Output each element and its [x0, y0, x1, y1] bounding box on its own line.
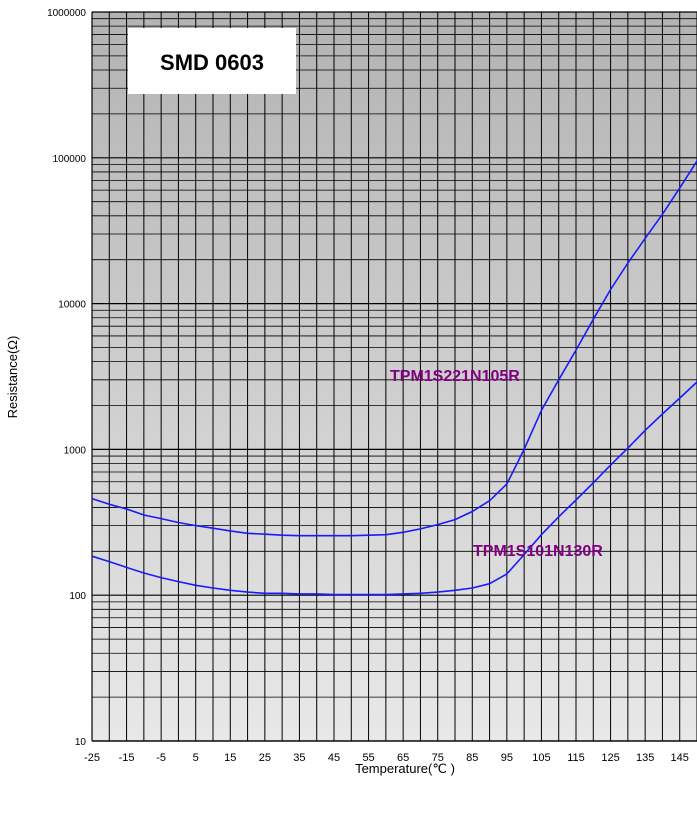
y-tick-label: 1000 — [64, 445, 87, 456]
tick-labels: -25 -15 -5 5 15 25 35 45 55 65 75 85 95 105 115 125 135 1… — [47, 8, 689, 764]
x-tick-label: 75 — [432, 752, 444, 764]
x-tick-label: 95 — [501, 752, 513, 764]
plot-area — [92, 12, 697, 741]
chart-title: SMD 0603 — [160, 50, 264, 75]
y-tick-label: 1000000 — [47, 8, 86, 19]
x-tick-label: 45 — [328, 752, 340, 764]
x-tick-label: 115 — [567, 752, 585, 764]
y-tick-label: 100000 — [53, 154, 87, 165]
y-axis-label: Resistance(Ω) — [5, 336, 20, 419]
y-tick-label: 10000 — [58, 300, 86, 311]
x-tick-label: 65 — [397, 752, 409, 764]
x-axis-label: Temperature(℃ ) — [355, 761, 455, 776]
x-tick-label: -15 — [119, 752, 135, 764]
x-tick-label: 145 — [671, 752, 689, 764]
series-label-tpm1s101n130r: TPM1S101N130R — [473, 543, 603, 560]
series-line-tpm1s101n130r — [91, 381, 697, 596]
x-tick-label: 25 — [259, 752, 271, 764]
x-tick-label: 35 — [293, 752, 305, 764]
x-tick-label: 5 — [193, 752, 199, 764]
series-line-tpm1s221n105r — [91, 160, 697, 537]
x-tick-label: 125 — [601, 752, 619, 764]
grid-lines — [91, 11, 697, 742]
series-label-tpm1s221n105r: TPM1S221N105R — [390, 368, 520, 385]
x-tick-label: -25 — [84, 752, 100, 764]
x-tick-label: 135 — [636, 752, 654, 764]
y-tick-label: 10 — [75, 737, 87, 748]
x-tick-label: 105 — [532, 752, 550, 764]
y-tick-label: 100 — [69, 591, 86, 602]
x-tick-label: 85 — [466, 752, 478, 764]
series-lines — [91, 160, 697, 596]
x-tick-label: 55 — [362, 752, 374, 764]
x-tick-label: 15 — [224, 752, 236, 764]
x-tick-label: -5 — [156, 752, 166, 764]
title-box — [128, 28, 296, 94]
